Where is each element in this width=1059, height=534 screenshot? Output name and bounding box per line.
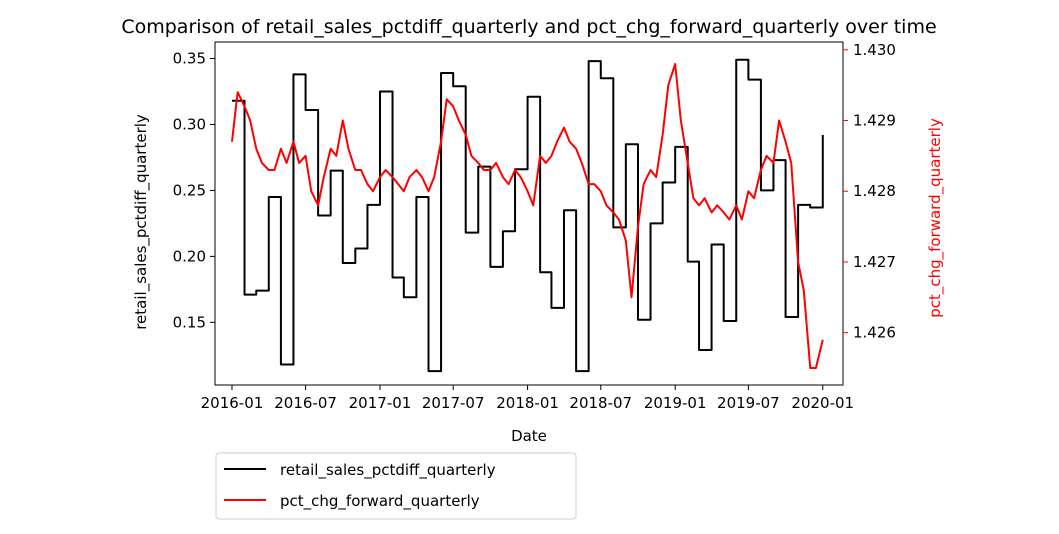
series-layer	[230, 58, 824, 373]
y-right-tick-label-0: 1.426	[853, 324, 896, 342]
legend-box	[215, 452, 577, 520]
y-left-tick-label-1: 0.20	[173, 247, 206, 265]
chart-title: Comparison of retail_sales_pctdiff_quart…	[121, 16, 936, 38]
x-tick-label-2: 2017-01	[349, 394, 412, 412]
series-line-1	[230, 62, 824, 370]
x-tick-label-3: 2017-07	[422, 394, 485, 412]
x-tick-label-4: 2018-01	[496, 394, 559, 412]
y-left-axis: 0.15 0.20 0.25 0.30 0.35	[173, 49, 215, 331]
y-right-tick-label-3: 1.429	[853, 112, 896, 130]
y-left-tick-label-4: 0.35	[173, 49, 206, 67]
series-line-0	[231, 58, 824, 373]
y-left-tick-label-2: 0.25	[173, 181, 206, 199]
y-right-tick-label-4: 1.430	[853, 41, 896, 59]
x-tick-label-6: 2019-01	[644, 394, 707, 412]
y-right-axis-label: pct_chg_forward_quarterly	[926, 118, 945, 318]
y-right-tick-label-2: 1.428	[853, 182, 896, 200]
plot-area	[214, 41, 844, 386]
y-left-axis-label: retail_sales_pctdiff_quarterly	[132, 114, 151, 330]
x-tick-label-8: 2020-01	[791, 394, 854, 412]
y-left-tick-label-3: 0.30	[173, 115, 206, 133]
legend: retail_sales_pctdiff_quarterly pct_chg_f…	[215, 452, 577, 520]
x-tick-label-5: 2018-07	[569, 394, 632, 412]
legend-label-pct-chg: pct_chg_forward_quarterly	[280, 492, 480, 511]
x-axis: 2016-01 2016-07 2017-01 2017-07 2018-01 2018-…	[201, 385, 854, 412]
x-tick-label-1: 2016-07	[274, 394, 337, 412]
y-right-axis: 1.426 1.427 1.428 1.429 1.430	[843, 41, 896, 342]
x-axis-label: Date	[511, 427, 547, 445]
x-tick-label-0: 2016-01	[201, 394, 264, 412]
y-left-tick-label-0: 0.15	[173, 313, 206, 331]
legend-label-retail-sales: retail_sales_pctdiff_quarterly	[280, 461, 496, 480]
x-tick-label-7: 2019-07	[717, 394, 780, 412]
y-right-tick-label-1: 1.427	[853, 253, 896, 271]
